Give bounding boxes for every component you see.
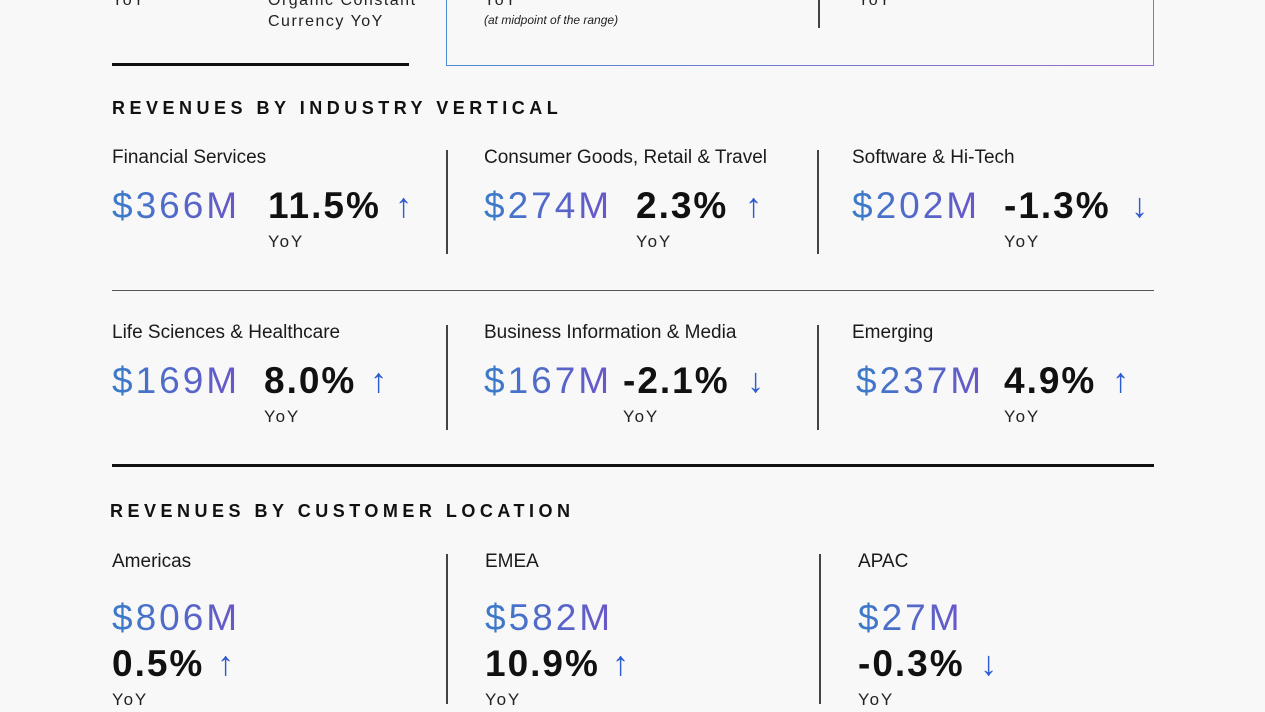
industry-name: Consumer Goods, Retail & Travel — [484, 147, 768, 168]
industry-yoy: YoY — [623, 407, 659, 426]
column-divider — [446, 554, 448, 704]
industry-pct: 11.5% — [268, 185, 381, 226]
industry-pct: 4.9% — [1004, 360, 1097, 401]
arrow-down-icon: ↓ — [747, 362, 764, 400]
arrow-down-icon: ↓ — [980, 645, 997, 683]
industry-amount: $167M — [484, 360, 613, 401]
arrow-up-icon: ↑ — [745, 187, 762, 225]
arrow-down-icon: ↓ — [1131, 187, 1148, 225]
industry-amount: $274M — [484, 185, 613, 226]
location-yoy: YoY — [485, 690, 521, 709]
industry-pct: 2.3% — [636, 185, 729, 226]
arrow-up-icon: ↑ — [395, 187, 412, 225]
column-divider — [446, 150, 448, 254]
arrow-up-icon: ↑ — [612, 645, 629, 683]
row-divider — [112, 290, 1154, 291]
industry-yoy: YoY — [268, 232, 304, 251]
column-divider — [819, 554, 821, 704]
industry-yoy: YoY — [1004, 232, 1040, 251]
location-yoy: YoY — [858, 690, 894, 709]
industry-amount: $202M — [852, 185, 981, 226]
industry-section-title: REVENUES BY INDUSTRY VERTICAL — [112, 98, 563, 118]
location-amount: $27M — [858, 597, 963, 638]
industry-yoy: YoY — [264, 407, 300, 426]
industry-pct: -1.3% — [1004, 185, 1111, 226]
guidance-box — [446, 0, 1154, 66]
organic-line2: Currency YoY — [268, 13, 384, 30]
location-amount: $806M — [112, 597, 241, 638]
industry-amount: $366M — [112, 185, 241, 226]
guidance-note: (at midpoint of the range) — [484, 13, 619, 27]
location-name: EMEA — [485, 551, 539, 572]
industry-pct: 8.0% — [264, 360, 357, 401]
industry-amount: $169M — [112, 360, 241, 401]
industry-name: Emerging — [852, 322, 934, 343]
industry-name: Software & Hi-Tech — [852, 147, 1015, 168]
location-amount: $582M — [485, 597, 614, 638]
industry-yoy: YoY — [1004, 407, 1040, 426]
column-divider — [446, 325, 448, 430]
industry-pct: -2.1% — [623, 360, 730, 401]
industry-name: Financial Services — [112, 147, 267, 168]
industry-yoy: YoY — [636, 232, 672, 251]
location-yoy: YoY — [112, 690, 148, 709]
location-section-title: REVENUES BY CUSTOMER LOCATION — [110, 501, 575, 521]
location-pct: -0.3% — [858, 643, 965, 684]
industry-name: Business Information & Media — [484, 322, 737, 343]
location-name: Americas — [112, 551, 192, 572]
location-name: APAC — [858, 551, 909, 572]
column-divider — [817, 150, 819, 254]
top-left-divider — [112, 63, 409, 66]
guidance-yoy: YoY — [484, 0, 518, 9]
industry-amount: $237M — [856, 360, 985, 401]
organic-line1: Organic Constant — [268, 0, 417, 9]
section-divider — [112, 464, 1154, 467]
column-divider — [817, 325, 819, 430]
location-pct: 10.9% — [485, 643, 600, 684]
top-left-yoy: YoY — [112, 0, 146, 9]
top-right-yoy: YoY — [858, 0, 892, 9]
guidance-divider — [818, 0, 820, 28]
industry-name: Life Sciences & Healthcare — [112, 322, 341, 343]
arrow-up-icon: ↑ — [1112, 362, 1129, 400]
arrow-up-icon: ↑ — [217, 645, 234, 683]
location-pct: 0.5% — [112, 643, 205, 684]
arrow-up-icon: ↑ — [370, 362, 387, 400]
